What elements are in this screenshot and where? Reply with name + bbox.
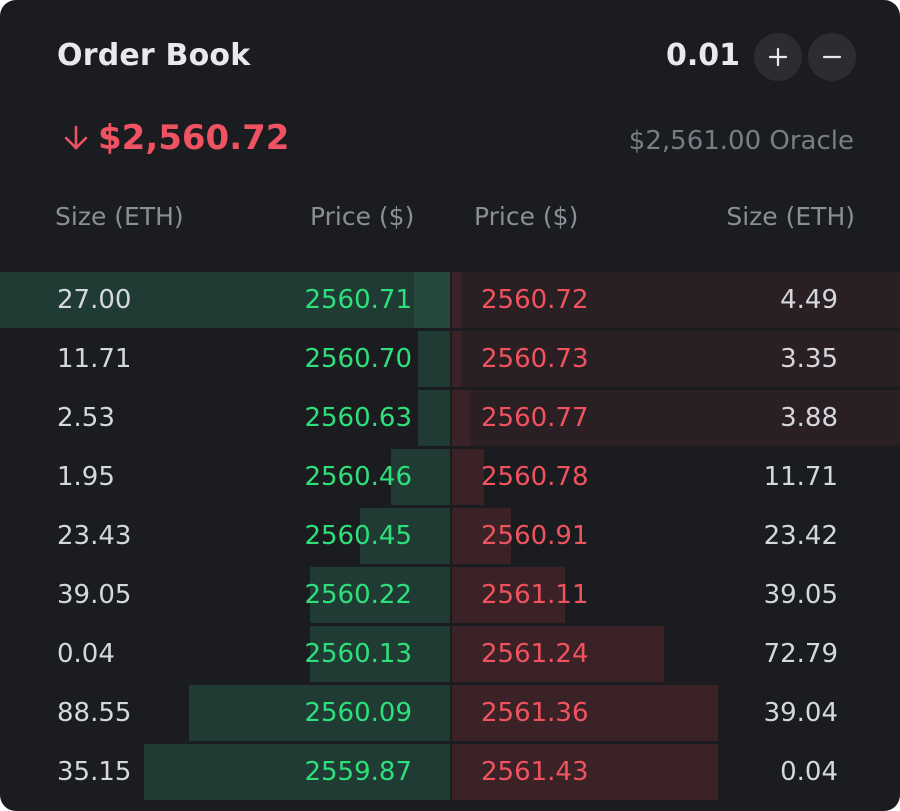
bid-depth-bar <box>144 744 450 800</box>
bid-size: 23.43 <box>57 521 132 551</box>
minus-icon <box>822 55 842 59</box>
bid-depth-bar <box>418 390 450 446</box>
tick-size-value: 0.01 <box>666 38 741 73</box>
order-row[interactable]: 35.15 2559.87 2561.43 0.04 <box>0 744 900 800</box>
order-row[interactable]: 0.04 2560.13 2561.24 72.79 <box>0 626 900 682</box>
bid-size: 39.05 <box>57 580 132 610</box>
order-row[interactable]: 11.71 2560.70 2560.73 3.35 <box>0 331 900 387</box>
bid-depth-bar <box>310 626 450 682</box>
bid-price-header: Price ($) <box>310 202 415 231</box>
order-row[interactable]: 23.43 2560.45 2560.91 23.42 <box>0 508 900 564</box>
ask-depth-bar <box>452 331 461 387</box>
last-price: $2,560.72 <box>62 118 289 158</box>
last-price-value: $2,560.72 <box>98 118 290 158</box>
bid-price: 2560.63 <box>304 403 412 433</box>
bid-size-header: Size (ETH) <box>55 202 184 231</box>
bid-price: 2560.46 <box>304 462 412 492</box>
bid-depth-bar <box>189 685 450 741</box>
bid-price: 2560.71 <box>304 285 412 315</box>
book-divider <box>450 272 452 811</box>
bid-price: 2560.22 <box>304 580 412 610</box>
ask-size: 3.35 <box>780 344 838 374</box>
bid-depth-bar-highlight <box>414 272 450 328</box>
bid-size: 27.00 <box>57 285 132 315</box>
order-row[interactable]: 1.95 2560.46 2560.78 11.71 <box>0 449 900 505</box>
bid-size: 1.95 <box>57 462 115 492</box>
order-row[interactable]: 39.05 2560.22 2561.11 39.05 <box>0 567 900 623</box>
ask-row-highlight <box>452 331 900 387</box>
ask-price: 2561.43 <box>481 757 589 787</box>
ask-size: 23.42 <box>763 521 838 551</box>
bid-price: 2560.45 <box>304 521 412 551</box>
ask-row-highlight <box>452 272 900 328</box>
decrease-tick-button[interactable] <box>808 33 856 81</box>
ask-size: 39.04 <box>763 698 838 728</box>
ask-price: 2560.77 <box>481 403 589 433</box>
ask-size: 3.88 <box>780 403 838 433</box>
ask-size: 72.79 <box>763 639 838 669</box>
bid-price: 2560.13 <box>304 639 412 669</box>
ask-price-header: Price ($) <box>474 202 579 231</box>
ask-price: 2560.73 <box>481 344 589 374</box>
ask-price: 2561.24 <box>481 639 589 669</box>
ask-size-header: Size (ETH) <box>726 202 855 231</box>
bid-price: 2560.09 <box>304 698 412 728</box>
ask-depth-bar <box>452 390 470 446</box>
bid-depth-bar <box>310 567 450 623</box>
bid-size: 11.71 <box>57 344 132 374</box>
ask-size: 11.71 <box>763 462 838 492</box>
bid-depth-bar <box>391 449 450 505</box>
bid-price: 2559.87 <box>304 757 412 787</box>
increase-tick-button[interactable] <box>754 33 802 81</box>
ask-depth-bar <box>452 508 511 564</box>
bid-size: 2.53 <box>57 403 115 433</box>
ask-price: 2560.78 <box>481 462 589 492</box>
order-row[interactable]: 27.00 2560.71 2560.72 4.49 <box>0 272 900 328</box>
ask-price: 2560.91 <box>481 521 589 551</box>
ask-depth-bar <box>452 449 484 505</box>
ask-depth-bar <box>452 685 718 741</box>
order-row[interactable]: 88.55 2560.09 2561.36 39.04 <box>0 685 900 741</box>
panel-title: Order Book <box>57 38 251 73</box>
ask-depth-bar <box>452 567 565 623</box>
ask-size: 4.49 <box>780 285 838 315</box>
plus-icon <box>768 47 788 67</box>
ask-price: 2561.36 <box>481 698 589 728</box>
bid-depth-bar <box>418 331 450 387</box>
ask-depth-bar <box>452 626 664 682</box>
ask-depth-bar <box>452 744 718 800</box>
order-row[interactable]: 2.53 2560.63 2560.77 3.88 <box>0 390 900 446</box>
bid-size: 0.04 <box>57 639 115 669</box>
ask-row-highlight <box>452 390 900 446</box>
ask-depth-bar <box>452 272 461 328</box>
arrow-down-icon <box>64 125 88 150</box>
bid-depth-bar <box>0 272 414 328</box>
ask-size: 39.05 <box>763 580 838 610</box>
bid-depth-bar <box>360 508 450 564</box>
ask-price: 2560.72 <box>481 285 589 315</box>
ask-size: 0.04 <box>780 757 838 787</box>
bid-price: 2560.70 <box>304 344 412 374</box>
bid-size: 88.55 <box>57 698 132 728</box>
bid-size: 35.15 <box>57 757 132 787</box>
ask-price: 2561.11 <box>481 580 589 610</box>
oracle-price: $2,561.00 Oracle <box>628 126 854 156</box>
